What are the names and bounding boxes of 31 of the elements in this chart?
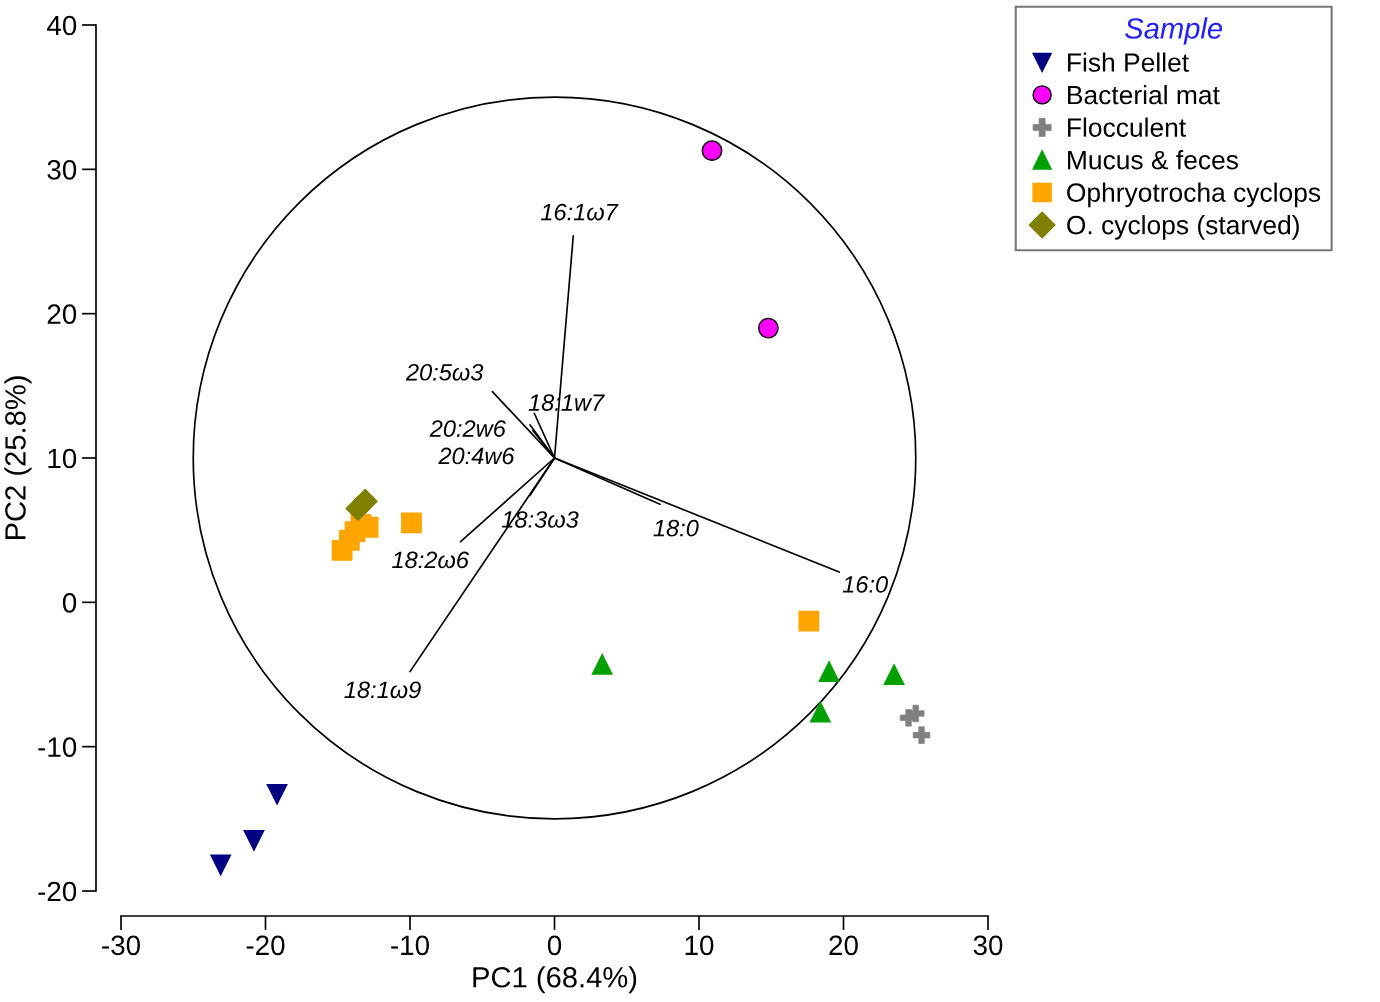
- y-tick-label: -20: [38, 881, 77, 902]
- x-tick-label: 10: [685, 935, 714, 956]
- legend-label: Flocculent: [1068, 117, 1186, 137]
- series-label: 16:1ω7: [540, 203, 619, 221]
- y-tick-label: 40: [46, 15, 77, 36]
- y-tick-label: -10: [38, 737, 77, 758]
- x-tick-label: 0: [547, 935, 562, 956]
- legend-label: Bacterial mat: [1068, 84, 1220, 105]
- x-tick-label: -10: [391, 935, 429, 956]
- y-tick-label: 30: [47, 160, 77, 180]
- legend-label: Mucus & feces: [1068, 150, 1238, 170]
- series-label: 16:0: [842, 576, 888, 593]
- series-label: 20:2w6: [429, 420, 506, 437]
- series-label: 18:0: [653, 519, 699, 537]
- legend-title: Sample: [1125, 17, 1223, 45]
- series-label: 18:2ω6: [392, 551, 469, 569]
- series-label: 20:4w6: [438, 447, 515, 465]
- legend-label: Ophryotrocha cyclops: [1067, 182, 1321, 208]
- legend-label: Fish Pellet: [1068, 52, 1189, 72]
- y-tick-label: 20: [47, 304, 77, 325]
- x-tick-label: 20: [829, 935, 858, 956]
- y-tick-label: 0: [62, 593, 77, 613]
- x-tick-label: 30: [973, 935, 1003, 956]
- y-tick-label: 10: [48, 448, 77, 469]
- x-axis-title: PC1 (68.4%): [473, 966, 637, 994]
- x-tick-label: -20: [246, 935, 285, 956]
- y-axis-title: PC2 (25.8%): [4, 376, 32, 540]
- x-tick-label: -30: [102, 935, 140, 956]
- series-label: 20:5ω3: [405, 363, 484, 381]
- legend-label: O. cyclops (starved): [1067, 215, 1299, 240]
- series-label: 18:1ω9: [344, 681, 421, 699]
